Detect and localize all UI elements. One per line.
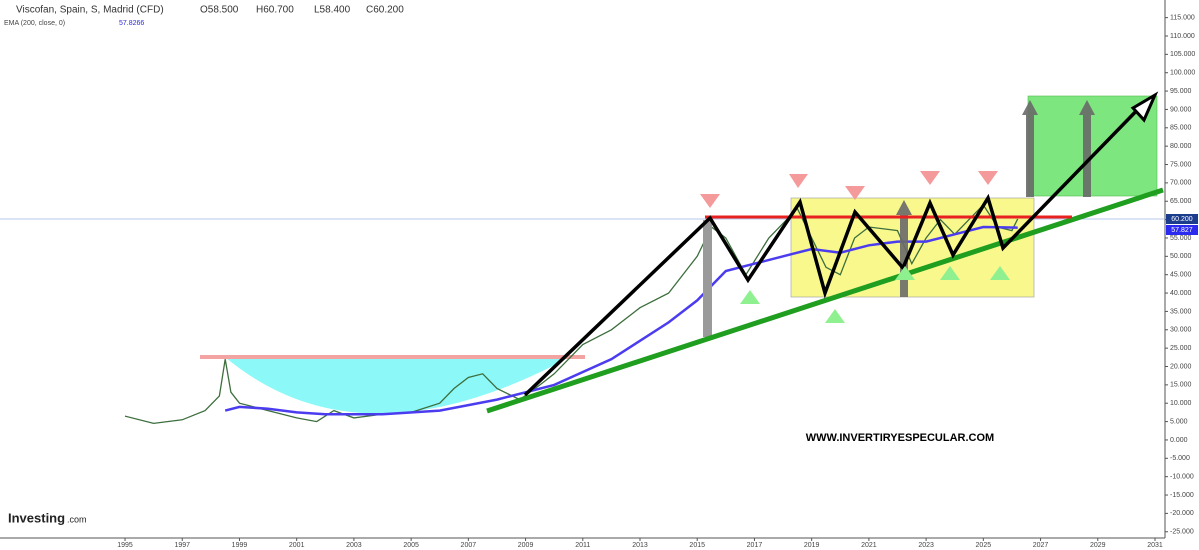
y-tick-label: 95.000 [1170,88,1192,95]
up-triangle [990,266,1010,280]
price-tag: 60.200 [1171,216,1193,223]
cup-shape [225,357,570,414]
down-triangle [920,171,940,185]
y-tick-label: 90.000 [1170,106,1192,113]
sell-markers [700,171,998,208]
y-tick-label: 40.000 [1170,290,1192,297]
y-tick-label: 5.000 [1170,418,1188,425]
y-tick-label: 20.000 [1170,363,1192,370]
ohlc-low: L58.400 [314,5,351,16]
x-tick-label: 2029 [1090,542,1106,549]
y-tick-label: 15.000 [1170,382,1192,389]
logo-suffix: .com [67,514,87,524]
y-tick-label: 25.000 [1170,345,1192,352]
y-tick-label: 80.000 [1170,143,1192,150]
up-arrow [1079,100,1095,115]
y-tick-label: 55.000 [1170,235,1192,242]
x-tick-label: 2015 [689,542,705,549]
ema-tag-bg [1166,225,1198,235]
x-tick-label: 1999 [232,542,248,549]
up-arrow [1026,115,1034,197]
y-tick-label: 85.000 [1170,125,1192,132]
x-tick-label: 2027 [1033,542,1049,549]
y-tick-label: 100.000 [1170,70,1195,77]
x-tick-label: 2005 [403,542,419,549]
down-triangle [978,171,998,185]
axis-layer: -25.000 -20.000 -15.000 -10.000 -5.000 0.000 5… [117,14,1195,548]
y-tick-label: 10.000 [1170,400,1192,407]
up-triangle [825,309,845,323]
zigzag-path [523,99,1148,397]
up-arrow [896,200,912,215]
down-triangle [700,194,720,208]
y-tick-label: -10.000 [1170,474,1194,481]
x-tick-label: 2007 [461,542,477,549]
y-tick-label: 70.000 [1170,180,1192,187]
up-triangle [940,266,960,280]
up-arrows [896,100,1095,297]
up-arrow [1022,100,1038,115]
y-tick-label: 0.000 [1170,437,1188,444]
up-arrow [900,215,908,297]
indicator-value: 57.8266 [119,20,144,27]
y-tick-label: 35.000 [1170,308,1192,315]
down-triangle [789,174,808,188]
y-tick-label: 105.000 [1170,51,1195,58]
x-tick-label: 2001 [289,542,305,549]
trend-line [486,187,1164,414]
up-arrow [1083,115,1091,197]
ema-tag: 57.827 [1171,227,1193,234]
y-tick-label: 50.000 [1170,253,1192,260]
buy-markers [740,266,1010,323]
x-tick-label: 2025 [976,542,992,549]
y-tick-label: -20.000 [1170,510,1194,517]
ohlc-close: C60.200 [366,5,404,16]
x-tick-label: 2019 [804,542,820,549]
y-tick-label: 45.000 [1170,272,1192,279]
x-tick-label: 2009 [518,542,534,549]
y-tick-label: 110.000 [1170,33,1195,40]
indicator-name: EMA (200, close, 0) [4,20,65,27]
x-tick-label: 2017 [747,542,763,549]
x-tick-label: 2021 [861,542,877,549]
y-tick-label: -15.000 [1170,492,1194,499]
chart-title: Viscofan, Spain, S, Madrid (CFD) [16,5,164,16]
x-tick-label: 1997 [174,542,190,549]
logo-brand: Investing [8,510,65,525]
series-line [124,203,1019,425]
y-tick-label: 75.000 [1170,161,1192,168]
y-tick-label: 30.000 [1170,327,1192,334]
price-tag-bg [1166,214,1198,224]
x-tick-label: 1995 [117,542,133,549]
up-triangle [895,266,915,280]
ohlc-high: H60.700 [256,5,294,16]
down-triangle [845,186,865,200]
x-tick-label: 2023 [918,542,934,549]
y-tick-label: 115.000 [1170,14,1195,21]
watermark: WWW.INVERTIRYESPECULAR.COM [806,432,994,444]
arrow-head [1130,91,1159,123]
y-tick-label: -25.000 [1170,529,1194,536]
x-tick-label: 2003 [346,542,362,549]
ohlc-open: O58.500 [200,5,239,16]
x-tick-label: 2031 [1147,542,1163,549]
x-tick-label: 2013 [632,542,648,549]
y-tick-label: -5.000 [1170,455,1190,462]
y-tick-label: 65.000 [1170,198,1192,205]
up-triangle [740,290,760,304]
measure-bar [703,220,712,337]
x-tick-label: 2011 [575,542,590,549]
